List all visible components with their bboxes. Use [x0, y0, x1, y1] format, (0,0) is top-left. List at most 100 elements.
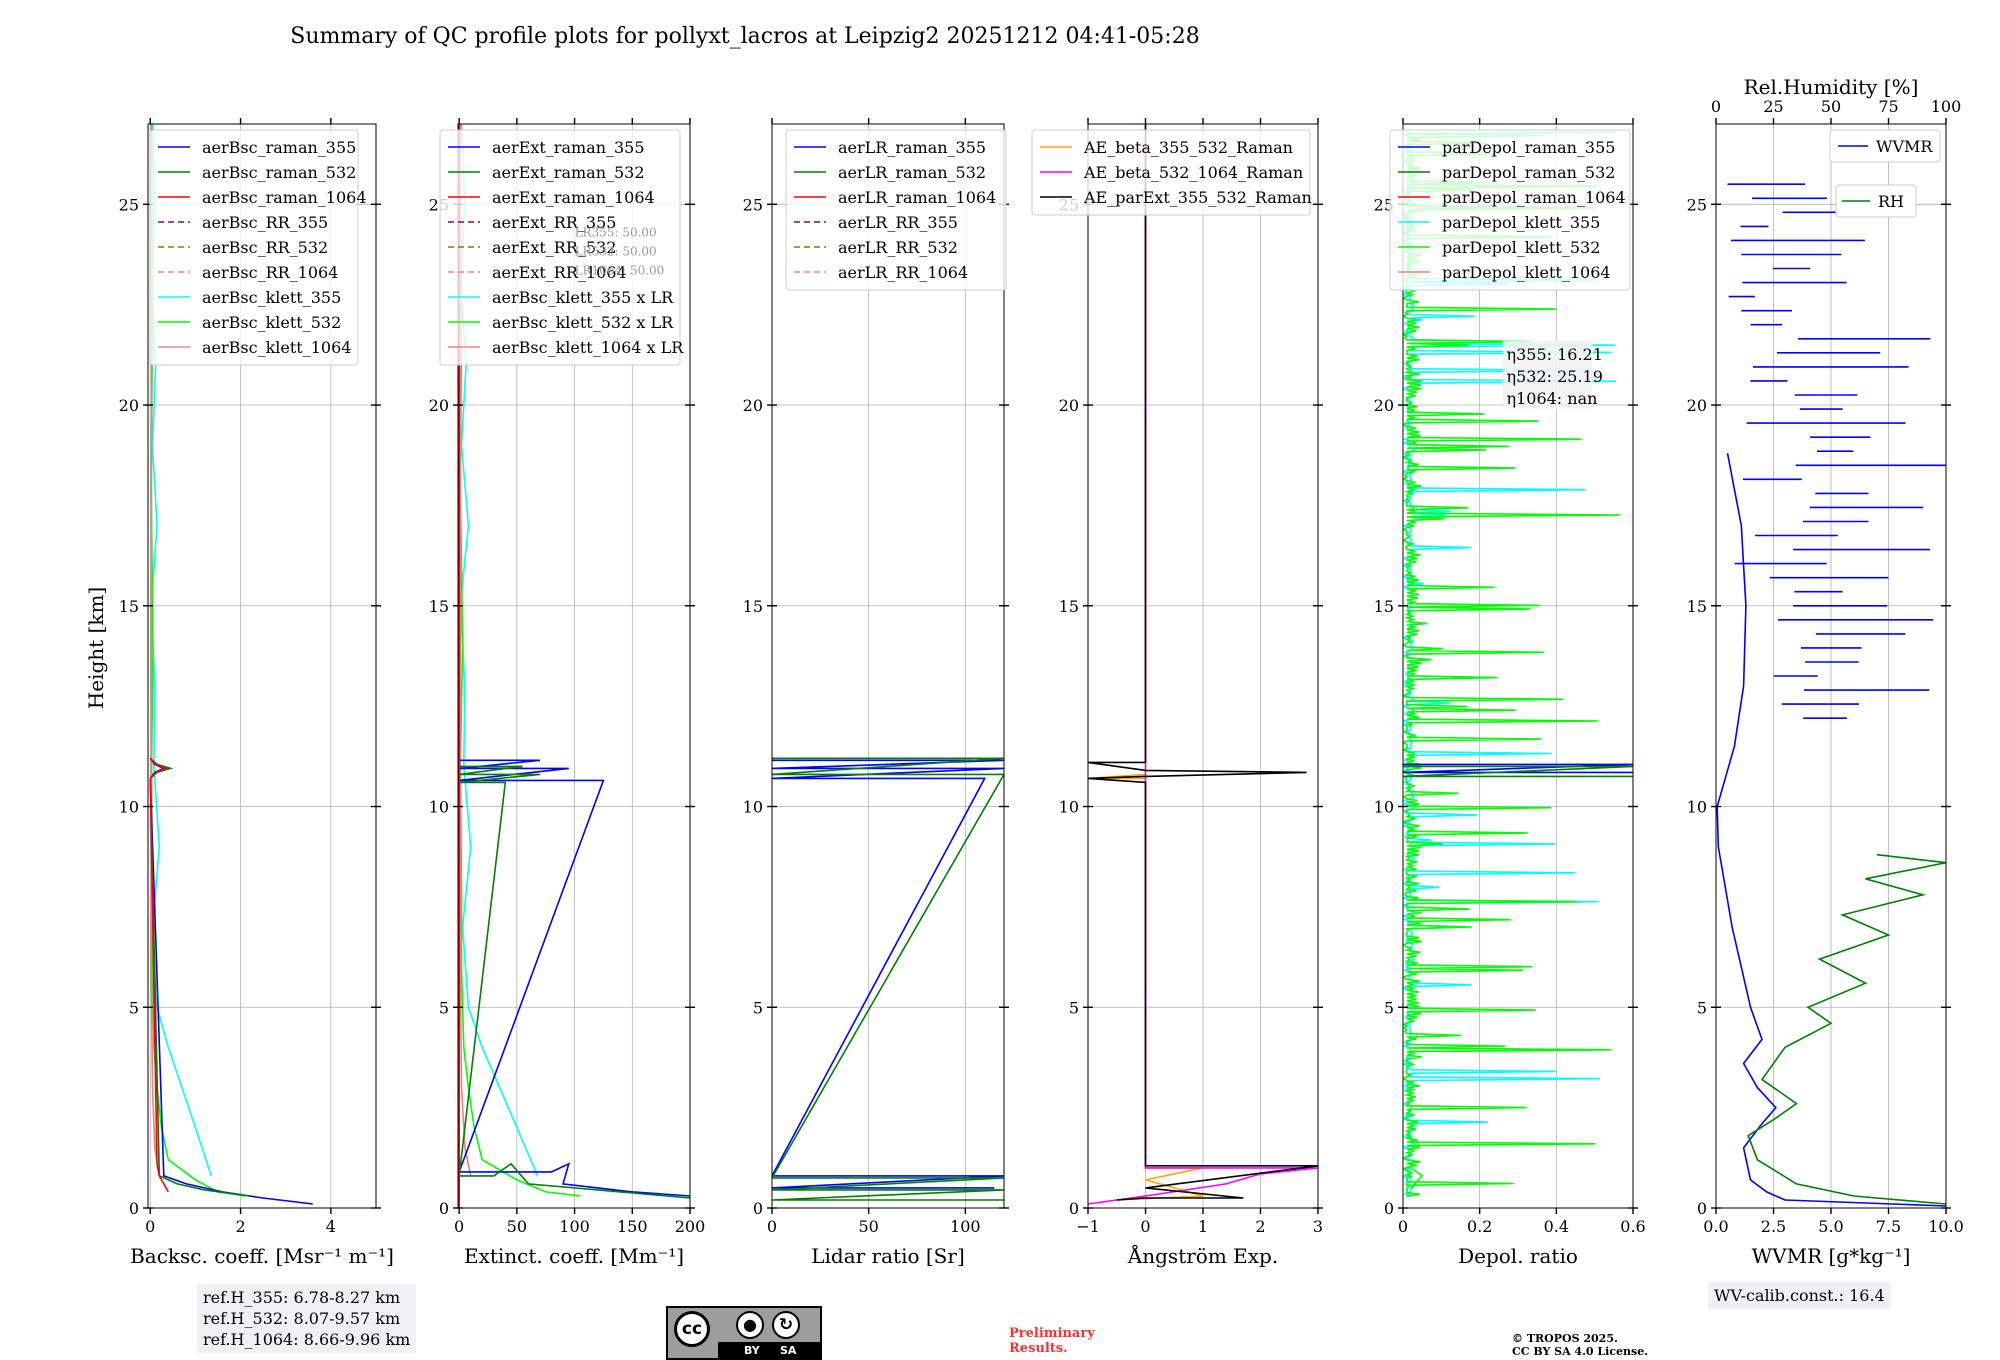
legend-label: aerBsc_klett_1064 x LR: [492, 338, 684, 357]
xtick-label: 200: [675, 1217, 706, 1236]
legend-label: aerBsc_raman_355: [202, 138, 356, 157]
xtick-label: 2.5: [1761, 1217, 1786, 1236]
legend-label: aerLR_RR_1064: [838, 263, 968, 282]
legend: parDepol_raman_355 parDepol_raman_532 parD…: [1389, 129, 1631, 291]
ytick-label: 25: [743, 195, 763, 214]
xtick-label: 0.6: [1620, 1217, 1645, 1236]
legend-label: parDepol_raman_1064: [1442, 188, 1626, 207]
ytick-label: 5: [753, 998, 763, 1017]
ytick-label: 10: [1687, 798, 1707, 817]
series-parDepol_raman_355: [1403, 763, 1633, 774]
badge-by: BY: [744, 1344, 760, 1357]
ytick-label: 20: [429, 396, 449, 415]
legend-box: [1829, 129, 1941, 163]
xtick-label: 50: [507, 1217, 527, 1236]
legend: aerLR_raman_355 aerLR_raman_532 aerLR_rama…: [785, 129, 1007, 291]
legend-label: aerExt_raman_532: [492, 163, 645, 182]
series-aerBsc_raman_532: [149, 757, 250, 1197]
xtick-label: 100: [950, 1217, 981, 1236]
legend-label: aerLR_RR_532: [838, 238, 958, 257]
copyright-note: © TROPOS 2025. CC BY SA 4.0 License.: [1512, 1332, 1648, 1358]
xtick-label: −1: [1076, 1217, 1100, 1236]
ytick-label: 0: [439, 1199, 449, 1218]
ytick-label: 5: [1697, 998, 1707, 1017]
xtick-label: 10.0: [1928, 1217, 1964, 1236]
legend-box: [1835, 184, 1917, 218]
legend-label: parDepol_raman_355: [1442, 138, 1615, 157]
xtick-label: 0: [1140, 1217, 1150, 1236]
legend-label: RH: [1878, 192, 1904, 211]
legend-label: aerBsc_klett_355 x LR: [492, 288, 674, 307]
xtick-label: 3: [1313, 1217, 1323, 1236]
series-parDepol_raman_532: [1403, 765, 1633, 778]
xtick-label: 150: [617, 1217, 648, 1236]
axes-frame: [147, 123, 377, 1209]
xtick-label: 7.5: [1876, 1217, 1901, 1236]
ytick-label: 10: [1374, 798, 1394, 817]
legend: AE_beta_355_532_Raman AE_beta_532_1064_Ra…: [1031, 129, 1312, 216]
ytick-label: 20: [1374, 396, 1394, 415]
ytick-label: 25: [1687, 195, 1707, 214]
legend-label: aerLR_raman_532: [838, 163, 986, 182]
eta-label: η355: 16.21: [1507, 345, 1603, 364]
ytick-label: 15: [1059, 597, 1079, 616]
legend-box: [785, 129, 1007, 291]
xtick-label: 2: [1255, 1217, 1265, 1236]
legend-label: aerBsc_klett_1064: [202, 338, 351, 357]
xtick-label: 0: [145, 1217, 155, 1236]
eta-box: η355: 16.21 η532: 25.19 η1064: nan: [1502, 340, 1603, 409]
legend-label: aerBsc_RR_1064: [202, 263, 338, 282]
series-group: [149, 124, 313, 1205]
series-group: [1088, 124, 1318, 1205]
axes-frame: [771, 123, 1005, 1209]
cc-icon: cc: [674, 1311, 710, 1347]
xtick-label: 5.0: [1818, 1217, 1843, 1236]
ytick-label: 20: [1059, 396, 1079, 415]
series-aerExt_raman_532: [458, 765, 690, 1199]
series-RH: [1747, 853, 1946, 1205]
axes-frame: [1402, 123, 1634, 1209]
legend-label: aerLR_RR_355: [838, 213, 958, 232]
legend-label: parDepol_klett_1064: [1442, 263, 1611, 282]
series-group: [1716, 183, 1946, 1207]
ytick-label: 5: [1069, 998, 1079, 1017]
series-AE_parExt_355_532_Raman: [1088, 124, 1318, 1201]
eta-label: η532: 25.19: [1507, 367, 1603, 386]
ref-height-355: ref.H_355: 6.78-8.27 km: [203, 1288, 401, 1307]
x-axis-label: Backsc. coeff. [Msr⁻¹ m⁻¹]: [130, 1244, 394, 1268]
legend-label: AE_beta_532_1064_Raman: [1083, 163, 1303, 182]
series-aerBsc_raman_355: [149, 757, 313, 1205]
wv-calib-box: WV-calib.const.: 16.4: [1708, 1282, 1891, 1309]
ytick-label: 10: [119, 798, 139, 817]
xtick-label: 0: [1398, 1217, 1408, 1236]
top-x-axis-label: Rel.Humidity [%]: [1744, 75, 1919, 99]
top-xtick-label: 75: [1878, 97, 1898, 116]
legend-label: aerExt_raman_1064: [492, 188, 655, 207]
legend-box: [1389, 129, 1631, 291]
sa-recycle-icon: ↻: [772, 1311, 800, 1339]
legend-box: [149, 129, 359, 366]
ytick-label: 5: [1384, 998, 1394, 1017]
legend-label: parDepol_raman_532: [1442, 163, 1615, 182]
ytick-label: 0: [129, 1199, 139, 1218]
legend-label: aerLR_raman_355: [838, 138, 986, 157]
eta-label: η1064: nan: [1507, 389, 1598, 408]
preliminary-note: Preliminary Results.: [1009, 1326, 1095, 1356]
xtick-label: 50: [858, 1217, 878, 1236]
legend-label: aerBsc_raman_532: [202, 163, 356, 182]
eta-box-bg: [1502, 340, 1593, 409]
series-WVMR: [1716, 453, 1946, 1207]
legend: aerBsc_raman_355 aerBsc_raman_532 aerBsc_r…: [149, 129, 367, 366]
lr-label: LR355: 50.00: [575, 225, 657, 239]
ref-height-1064: ref.H_1064: 8.66-9.96 km: [203, 1330, 411, 1349]
top-xtick-label: 25: [1763, 97, 1783, 116]
panel-lidar_ratio: 0 5 10 15 20 25 0 50 100 Lidar ratio [Sr] aerLR_ra…: [743, 118, 1009, 1268]
xtick-label: 0.2: [1467, 1217, 1492, 1236]
x-axis-label: Extinct. coeff. [Mm⁻¹]: [464, 1244, 684, 1268]
ytick-label: 0: [1069, 1199, 1079, 1218]
series-wvmr-upper: [1727, 183, 1946, 719]
series-noise-lime: [1403, 131, 1621, 1197]
ytick-label: 15: [743, 597, 763, 616]
ytick-label: 10: [1059, 798, 1079, 817]
